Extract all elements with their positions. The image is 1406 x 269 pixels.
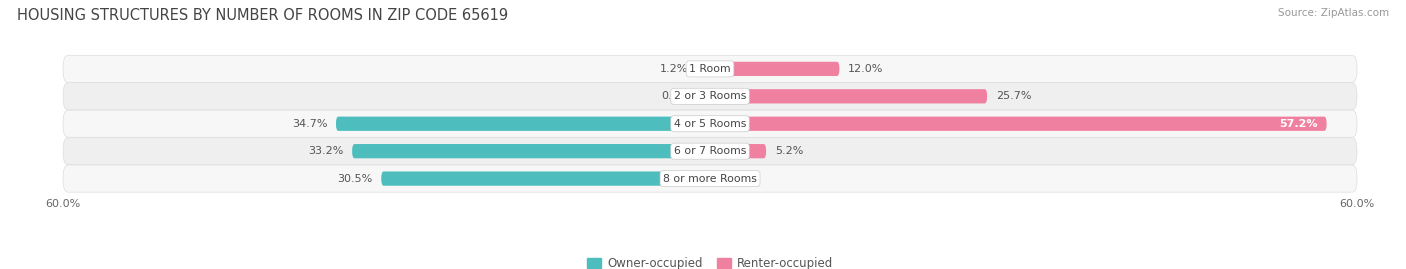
Text: 25.7%: 25.7% [995,91,1031,101]
FancyBboxPatch shape [63,55,1357,83]
FancyBboxPatch shape [710,116,1327,131]
FancyBboxPatch shape [710,62,839,76]
FancyBboxPatch shape [63,110,1357,137]
FancyBboxPatch shape [697,62,710,76]
Text: 0.45%: 0.45% [661,91,696,101]
Text: 2 or 3 Rooms: 2 or 3 Rooms [673,91,747,101]
FancyBboxPatch shape [381,171,710,186]
Text: 6 or 7 Rooms: 6 or 7 Rooms [673,146,747,156]
Text: 0.0%: 0.0% [718,174,747,184]
Legend: Owner-occupied, Renter-occupied: Owner-occupied, Renter-occupied [582,252,838,269]
FancyBboxPatch shape [336,116,710,131]
Text: 33.2%: 33.2% [308,146,343,156]
FancyBboxPatch shape [63,165,1357,192]
Text: 5.2%: 5.2% [775,146,803,156]
Text: 57.2%: 57.2% [1279,119,1317,129]
Text: HOUSING STRUCTURES BY NUMBER OF ROOMS IN ZIP CODE 65619: HOUSING STRUCTURES BY NUMBER OF ROOMS IN… [17,8,508,23]
FancyBboxPatch shape [710,144,766,158]
Text: 4 or 5 Rooms: 4 or 5 Rooms [673,119,747,129]
Text: 30.5%: 30.5% [337,174,373,184]
FancyBboxPatch shape [63,83,1357,110]
Text: 1.2%: 1.2% [659,64,689,74]
Text: Source: ZipAtlas.com: Source: ZipAtlas.com [1278,8,1389,18]
Text: 8 or more Rooms: 8 or more Rooms [664,174,756,184]
FancyBboxPatch shape [63,137,1357,165]
Text: 12.0%: 12.0% [848,64,883,74]
FancyBboxPatch shape [352,144,710,158]
FancyBboxPatch shape [706,89,710,104]
Text: 1 Room: 1 Room [689,64,731,74]
Text: 34.7%: 34.7% [292,119,328,129]
FancyBboxPatch shape [710,89,987,104]
